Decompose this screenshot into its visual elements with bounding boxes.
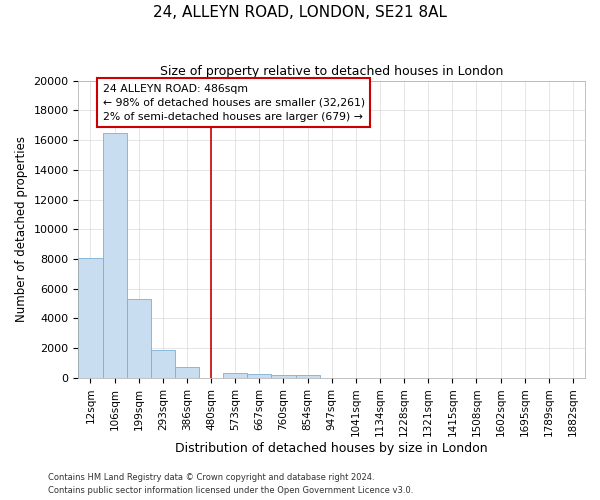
Title: Size of property relative to detached houses in London: Size of property relative to detached ho… xyxy=(160,65,503,78)
Bar xyxy=(296,376,320,378)
Text: 24, ALLEYN ROAD, LONDON, SE21 8AL: 24, ALLEYN ROAD, LONDON, SE21 8AL xyxy=(153,5,447,20)
Text: 24 ALLEYN ROAD: 486sqm
← 98% of detached houses are smaller (32,261)
2% of semi-: 24 ALLEYN ROAD: 486sqm ← 98% of detached… xyxy=(103,84,365,122)
Text: Contains HM Land Registry data © Crown copyright and database right 2024.
Contai: Contains HM Land Registry data © Crown c… xyxy=(48,474,413,495)
Bar xyxy=(151,350,175,378)
Bar xyxy=(79,258,103,378)
Y-axis label: Number of detached properties: Number of detached properties xyxy=(15,136,28,322)
Bar xyxy=(175,367,199,378)
Bar xyxy=(271,374,296,378)
X-axis label: Distribution of detached houses by size in London: Distribution of detached houses by size … xyxy=(175,442,488,455)
Bar xyxy=(247,374,271,378)
Bar xyxy=(103,132,127,378)
Bar xyxy=(223,373,247,378)
Bar xyxy=(127,299,151,378)
